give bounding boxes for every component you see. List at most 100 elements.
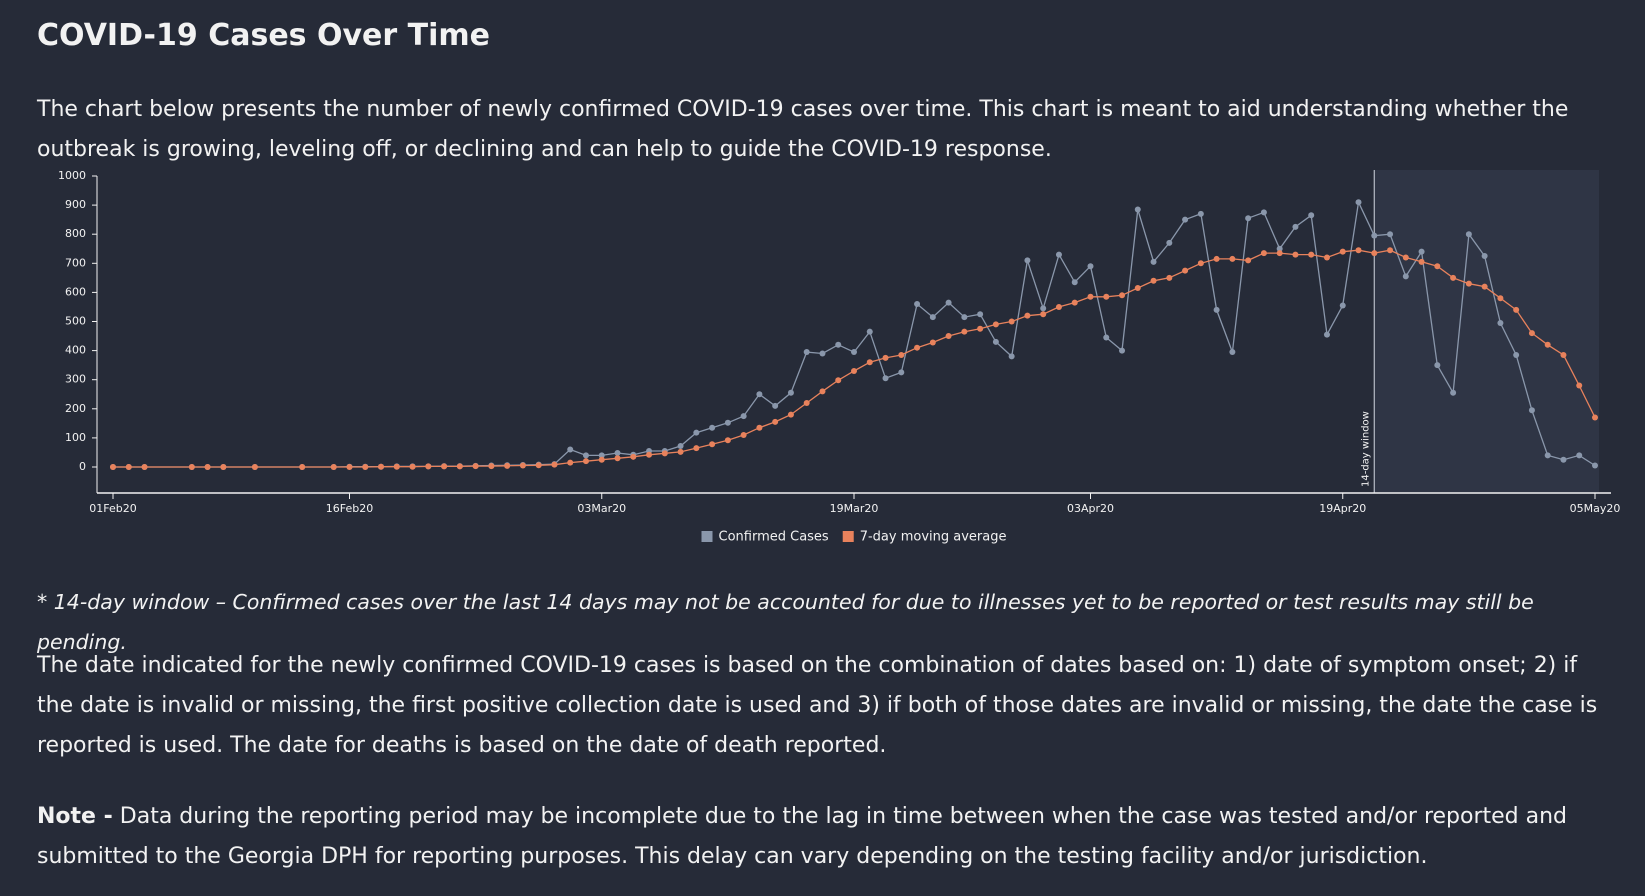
data-point <box>992 338 999 345</box>
data-point <box>1387 231 1394 238</box>
data-point <box>519 462 526 469</box>
data-point <box>1434 362 1441 369</box>
data-point <box>1197 210 1204 217</box>
data-point <box>1481 283 1488 290</box>
x-tick-label: 16Feb20 <box>326 502 373 515</box>
data-point <box>1418 258 1425 265</box>
intro-text: The chart below presents the number of n… <box>37 97 1569 162</box>
x-tick-label: 03Mar20 <box>577 502 626 515</box>
data-point <box>977 311 984 318</box>
data-point <box>1576 452 1583 459</box>
data-point <box>1513 306 1520 313</box>
data-point <box>1024 257 1031 264</box>
data-point <box>961 314 968 321</box>
data-point <box>330 464 337 470</box>
data-point <box>898 369 905 376</box>
data-point <box>819 388 826 395</box>
legend: Confirmed Cases 7-day moving average <box>701 530 1007 545</box>
data-point <box>1119 292 1126 299</box>
data-point <box>551 461 558 468</box>
data-point <box>851 349 857 356</box>
data-point <box>1245 215 1252 222</box>
y-tick-label: 1000 <box>58 169 86 182</box>
data-point <box>1292 251 1299 258</box>
legend-label: Confirmed Cases <box>719 530 829 545</box>
data-point <box>1040 311 1047 318</box>
data-point <box>1024 312 1031 319</box>
y-tick-label: 100 <box>65 431 86 444</box>
data-point <box>1528 330 1535 337</box>
note-label: Note - <box>37 804 113 829</box>
data-point <box>393 463 400 470</box>
data-point <box>740 413 747 420</box>
data-point <box>851 367 857 374</box>
data-point <box>1465 280 1472 287</box>
data-point <box>220 464 227 470</box>
data-point <box>1055 303 1062 310</box>
y-tick-label: 500 <box>65 315 86 328</box>
data-point <box>803 349 810 356</box>
data-point <box>724 419 731 426</box>
x-tick-label: 01Feb20 <box>89 502 136 515</box>
data-point <box>1103 334 1110 341</box>
data-point <box>346 464 353 470</box>
data-point <box>693 445 700 452</box>
data-point <box>204 464 211 470</box>
data-point <box>882 354 889 361</box>
data-point <box>630 453 637 460</box>
y-tick-label: 400 <box>65 344 86 357</box>
data-point <box>1497 295 1504 302</box>
data-point <box>1308 251 1315 258</box>
data-point <box>756 424 763 431</box>
data-point <box>1576 382 1583 389</box>
data-point <box>1040 305 1047 312</box>
data-point <box>1528 407 1535 414</box>
data-point <box>535 462 542 469</box>
data-point <box>1497 319 1504 326</box>
data-point <box>945 299 952 306</box>
data-point <box>1166 239 1173 246</box>
data-point <box>1323 331 1330 338</box>
data-point <box>1008 318 1015 325</box>
data-point <box>1166 274 1173 281</box>
y-tick-label: 900 <box>65 198 86 211</box>
data-point <box>1245 257 1252 264</box>
data-point <box>409 463 416 470</box>
data-point <box>835 341 842 348</box>
data-point <box>1323 254 1330 261</box>
data-point <box>1592 462 1598 469</box>
data-point <box>772 402 779 409</box>
data-point <box>835 377 842 384</box>
data-point <box>756 391 763 398</box>
data-point <box>1071 299 1078 306</box>
data-point <box>441 463 448 470</box>
data-point <box>1371 232 1378 239</box>
data-point <box>488 463 495 470</box>
data-point <box>1260 250 1267 257</box>
data-point <box>125 464 132 470</box>
data-point <box>646 451 653 458</box>
data-point <box>1339 302 1346 309</box>
data-point <box>141 464 148 470</box>
y-tick-label: 700 <box>65 256 86 269</box>
data-point <box>1229 349 1236 356</box>
x-tick-label: 19Apr20 <box>1319 502 1366 515</box>
data-point <box>582 452 589 459</box>
data-point <box>961 328 968 335</box>
data-point <box>1544 452 1551 459</box>
data-point <box>772 418 779 425</box>
data-point <box>1276 250 1283 257</box>
data-point <box>992 321 999 328</box>
data-point <box>1119 347 1126 354</box>
data-point <box>567 446 574 453</box>
data-point <box>1387 247 1394 254</box>
y-tick-label: 0 <box>79 460 86 473</box>
data-point <box>110 464 116 470</box>
data-point <box>898 351 905 358</box>
data-point <box>614 450 621 457</box>
data-point <box>882 375 889 382</box>
data-point <box>504 462 511 469</box>
data-point <box>1465 231 1472 238</box>
data-point <box>787 411 794 418</box>
